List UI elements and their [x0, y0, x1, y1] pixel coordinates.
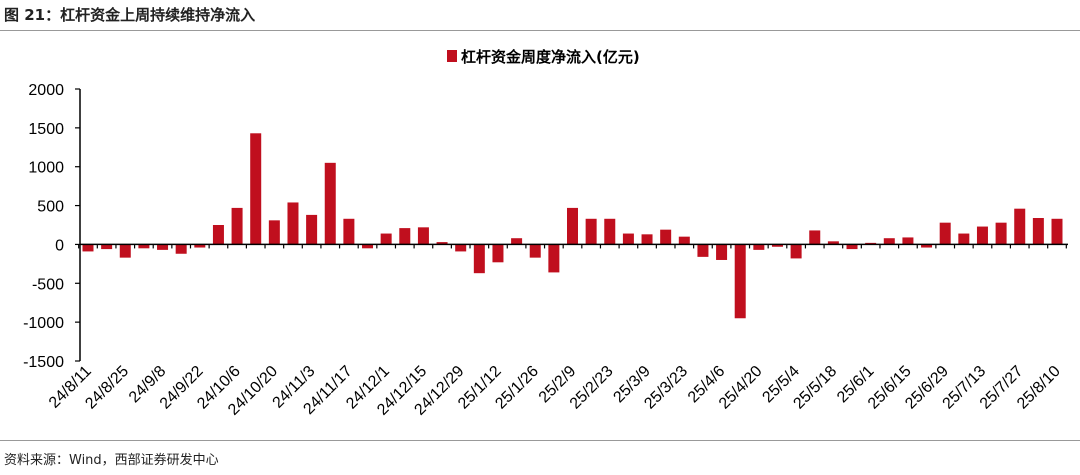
bar — [194, 244, 206, 248]
bar — [138, 244, 150, 249]
bar — [958, 233, 970, 245]
bar — [212, 225, 224, 245]
legend-label: 杠杆资金周度净流入(亿元) — [461, 48, 640, 66]
bar-chart: 杠杆资金周度净流入(亿元) 2000 1500 1000 500 0 -500 -1000 -… — [23, 48, 1068, 419]
bar — [716, 244, 728, 260]
y-tick-label: 500 — [37, 199, 64, 216]
bar — [883, 238, 895, 245]
bar — [529, 244, 541, 258]
bar — [939, 222, 951, 245]
bar — [287, 202, 299, 245]
bar — [343, 218, 355, 245]
bar — [268, 220, 280, 245]
bar — [157, 244, 169, 250]
bar — [1014, 208, 1026, 245]
bar — [567, 207, 578, 245]
bar — [1032, 218, 1044, 245]
bar — [921, 244, 933, 248]
bar — [492, 244, 504, 263]
bar — [865, 242, 877, 245]
bottom-divider — [0, 440, 1080, 441]
y-tick-label: 1500 — [28, 121, 64, 138]
bar — [771, 244, 783, 247]
y-tick-label: 2000 — [28, 82, 64, 99]
legend: 杠杆资金周度净流入(亿元) — [447, 48, 640, 66]
legend-swatch — [447, 50, 457, 62]
bar — [827, 241, 839, 245]
bar — [995, 222, 1007, 245]
bar — [231, 207, 243, 245]
top-divider — [0, 30, 1080, 31]
bar — [678, 236, 690, 245]
y-tick-label: -1000 — [23, 315, 64, 332]
bar — [455, 244, 467, 252]
bar — [436, 242, 448, 245]
bar — [790, 244, 802, 259]
bar — [399, 228, 411, 245]
source-note: 资料来源：Wind，西部证券研发中心 — [4, 453, 219, 468]
bar — [82, 244, 94, 252]
bar — [753, 244, 765, 250]
bar — [585, 218, 597, 245]
bar — [250, 133, 262, 245]
y-tick-label: 1000 — [28, 160, 64, 177]
bar — [641, 234, 653, 245]
bar — [380, 233, 392, 245]
y-tick-label: -1500 — [23, 354, 64, 371]
bar — [660, 229, 672, 245]
y-tick-label: 0 — [55, 237, 64, 254]
bar — [734, 244, 746, 319]
bar — [101, 244, 113, 250]
y-tick-label: -500 — [32, 276, 64, 293]
bar — [119, 244, 131, 258]
bar — [362, 244, 374, 249]
bar — [697, 244, 709, 257]
bar — [511, 238, 523, 245]
bar — [622, 233, 634, 245]
bar — [604, 218, 616, 245]
bar — [548, 244, 560, 273]
bar — [976, 226, 988, 245]
bar — [417, 227, 429, 245]
bar — [902, 237, 914, 245]
bar — [175, 244, 187, 254]
bar — [324, 162, 336, 245]
bar — [306, 214, 318, 245]
bar — [1051, 218, 1063, 245]
bar — [809, 230, 821, 245]
figure-title: 图 21：杠杆资金上周持续维持净流入 — [4, 6, 256, 24]
bar — [846, 244, 858, 250]
bar — [473, 244, 485, 274]
